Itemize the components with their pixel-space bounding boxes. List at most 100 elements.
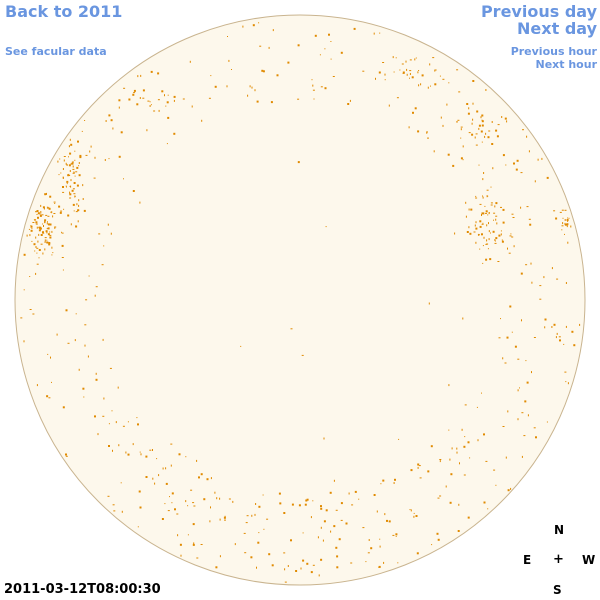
facula-point (78, 165, 80, 167)
facula-point (255, 503, 257, 505)
see-facular-data-link[interactable]: See facular data (5, 45, 107, 58)
facula-point (493, 469, 496, 471)
back-to-year-link[interactable]: Back to 2011 (5, 2, 123, 21)
facula-point (323, 520, 326, 523)
facula-point (524, 400, 527, 403)
facula-point (505, 456, 507, 459)
facula-point (388, 104, 390, 107)
facula-point (29, 276, 31, 277)
facula-point (247, 94, 249, 97)
facula-point (487, 136, 490, 139)
facula-point (70, 185, 72, 188)
facula-point (409, 509, 411, 511)
next-hour-link[interactable]: Next hour (535, 58, 598, 71)
facula-point (475, 144, 478, 146)
facula-point (395, 533, 398, 536)
facula-point (392, 534, 395, 536)
facula-point (165, 467, 167, 470)
facula-point (555, 217, 558, 220)
compass-north-label: N (554, 523, 565, 537)
facula-point (90, 145, 92, 148)
facula-point (35, 236, 37, 239)
facula-point (52, 215, 54, 218)
facula-point (412, 111, 414, 114)
facula-point (256, 100, 259, 103)
facula-point (73, 193, 76, 195)
facula-point (166, 101, 169, 104)
facula-point (88, 275, 90, 277)
facula-point (488, 222, 489, 225)
facula-point (149, 101, 151, 103)
facula-point (290, 539, 292, 542)
facula-point (283, 552, 286, 554)
facula-point (108, 423, 110, 425)
facula-point (566, 219, 569, 221)
facula-point (392, 56, 394, 59)
facula-point (373, 494, 376, 496)
facula-point (492, 167, 494, 170)
facula-point (375, 77, 376, 80)
facula-point (73, 182, 76, 184)
facula-point (112, 504, 115, 506)
facula-point (69, 191, 71, 194)
facula-point (564, 371, 567, 373)
facula-point (259, 45, 262, 47)
previous-hour-link[interactable]: Previous hour (510, 45, 597, 58)
facula-point (462, 159, 464, 161)
facula-point (36, 247, 39, 249)
facula-point (495, 484, 497, 486)
compass-south-label: S (553, 583, 562, 597)
facula-point (63, 156, 66, 157)
facula-point (336, 555, 339, 558)
facula-point (73, 210, 75, 212)
facula-point (123, 178, 124, 180)
facula-point (479, 248, 481, 250)
facula-point (203, 498, 206, 501)
facula-point (125, 451, 127, 454)
compass-east-label: E (523, 553, 532, 567)
facula-point (146, 129, 148, 132)
facula-point (74, 339, 76, 342)
facula-point (348, 492, 350, 495)
facula-point (85, 154, 88, 156)
facula-point (270, 101, 273, 104)
facula-point (193, 542, 195, 545)
facula-point (254, 89, 256, 92)
next-day-link[interactable]: Next day (517, 19, 597, 38)
facula-point (401, 63, 404, 65)
facula-point (158, 109, 160, 112)
facula-point (74, 159, 76, 161)
facula-point (490, 202, 493, 204)
facula-point (406, 73, 408, 76)
facula-point (525, 360, 527, 362)
facula-point (452, 164, 455, 167)
facula-point (469, 457, 471, 459)
facula-point (36, 384, 38, 387)
facula-point (182, 98, 185, 100)
facula-point (73, 171, 75, 174)
facula-point (127, 421, 129, 423)
facula-point (409, 73, 411, 75)
facula-point (496, 222, 498, 225)
facula-point (527, 414, 529, 417)
facula-point (347, 103, 350, 105)
facula-point (139, 506, 142, 509)
facula-point (463, 474, 466, 476)
facula-point (456, 447, 458, 450)
facula-point (177, 534, 179, 537)
facula-point (520, 206, 522, 209)
facula-point (413, 512, 415, 514)
facula-point (553, 323, 556, 326)
facula-point (445, 485, 447, 488)
facula-point (105, 120, 107, 122)
previous-day-link[interactable]: Previous day (480, 2, 597, 21)
facula-point (421, 74, 424, 77)
facula-point (398, 438, 400, 440)
facula-point (305, 499, 308, 502)
facula-point (170, 443, 173, 445)
facula-point (103, 245, 105, 247)
facula-point (302, 532, 304, 534)
facula-point (465, 215, 467, 218)
facula-point (272, 29, 274, 32)
facula-point (251, 86, 253, 89)
